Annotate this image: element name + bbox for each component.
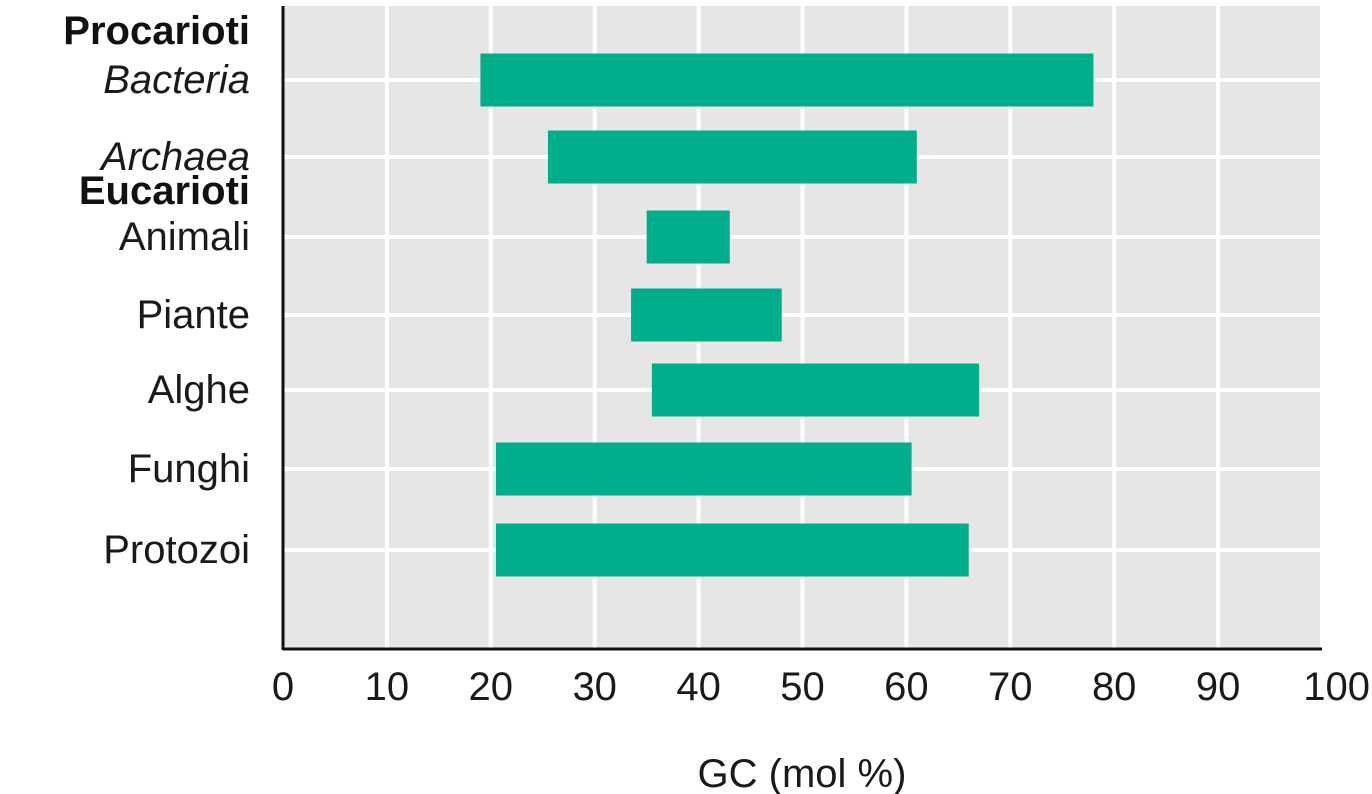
x-tick-label: 40 [676, 665, 721, 709]
x-tick-label: 70 [988, 665, 1033, 709]
x-tick-label: 50 [780, 665, 825, 709]
range-bar-animali [646, 210, 730, 264]
category-label-bacteria: Bacteria [103, 58, 250, 102]
x-tick-label: 20 [469, 665, 514, 709]
range-bar-protozoi [495, 523, 969, 577]
category-label-piante: Piante [137, 293, 250, 337]
x-axis-title: GC (mol %) [698, 752, 907, 794]
category-label-archaea: Archaea [99, 135, 250, 179]
category-label-protozoi: Protozoi [103, 528, 250, 572]
category-labels: Bacteria Archaea Animali Piante Alghe Funghi P… [99, 58, 250, 572]
x-tick-label: 100 [1303, 665, 1370, 709]
category-label-alghe: Alghe [148, 368, 250, 412]
x-tick-labels: 0 10 20 30 40 50 60 70 80 90 100 [272, 665, 1370, 709]
category-label-funghi: Funghi [128, 447, 250, 491]
x-tick-label: 30 [572, 665, 617, 709]
range-bar-piante [631, 288, 782, 342]
x-tick-label: 90 [1196, 665, 1241, 709]
group-label-procarioti: Procarioti [63, 9, 250, 53]
range-bar-archaea [547, 130, 917, 184]
x-tick-label: 80 [1092, 665, 1137, 709]
x-tick-label: 60 [884, 665, 929, 709]
range-bar-alghe [651, 363, 980, 417]
x-tick-label: 10 [365, 665, 410, 709]
range-bar-bacteria [480, 53, 1094, 107]
range-bar-funghi [495, 442, 912, 496]
bars [480, 53, 1094, 577]
category-label-animali: Animali [119, 215, 250, 259]
group-label-eucarioti: Eucarioti [79, 169, 250, 213]
x-tick-label: 0 [272, 665, 294, 709]
